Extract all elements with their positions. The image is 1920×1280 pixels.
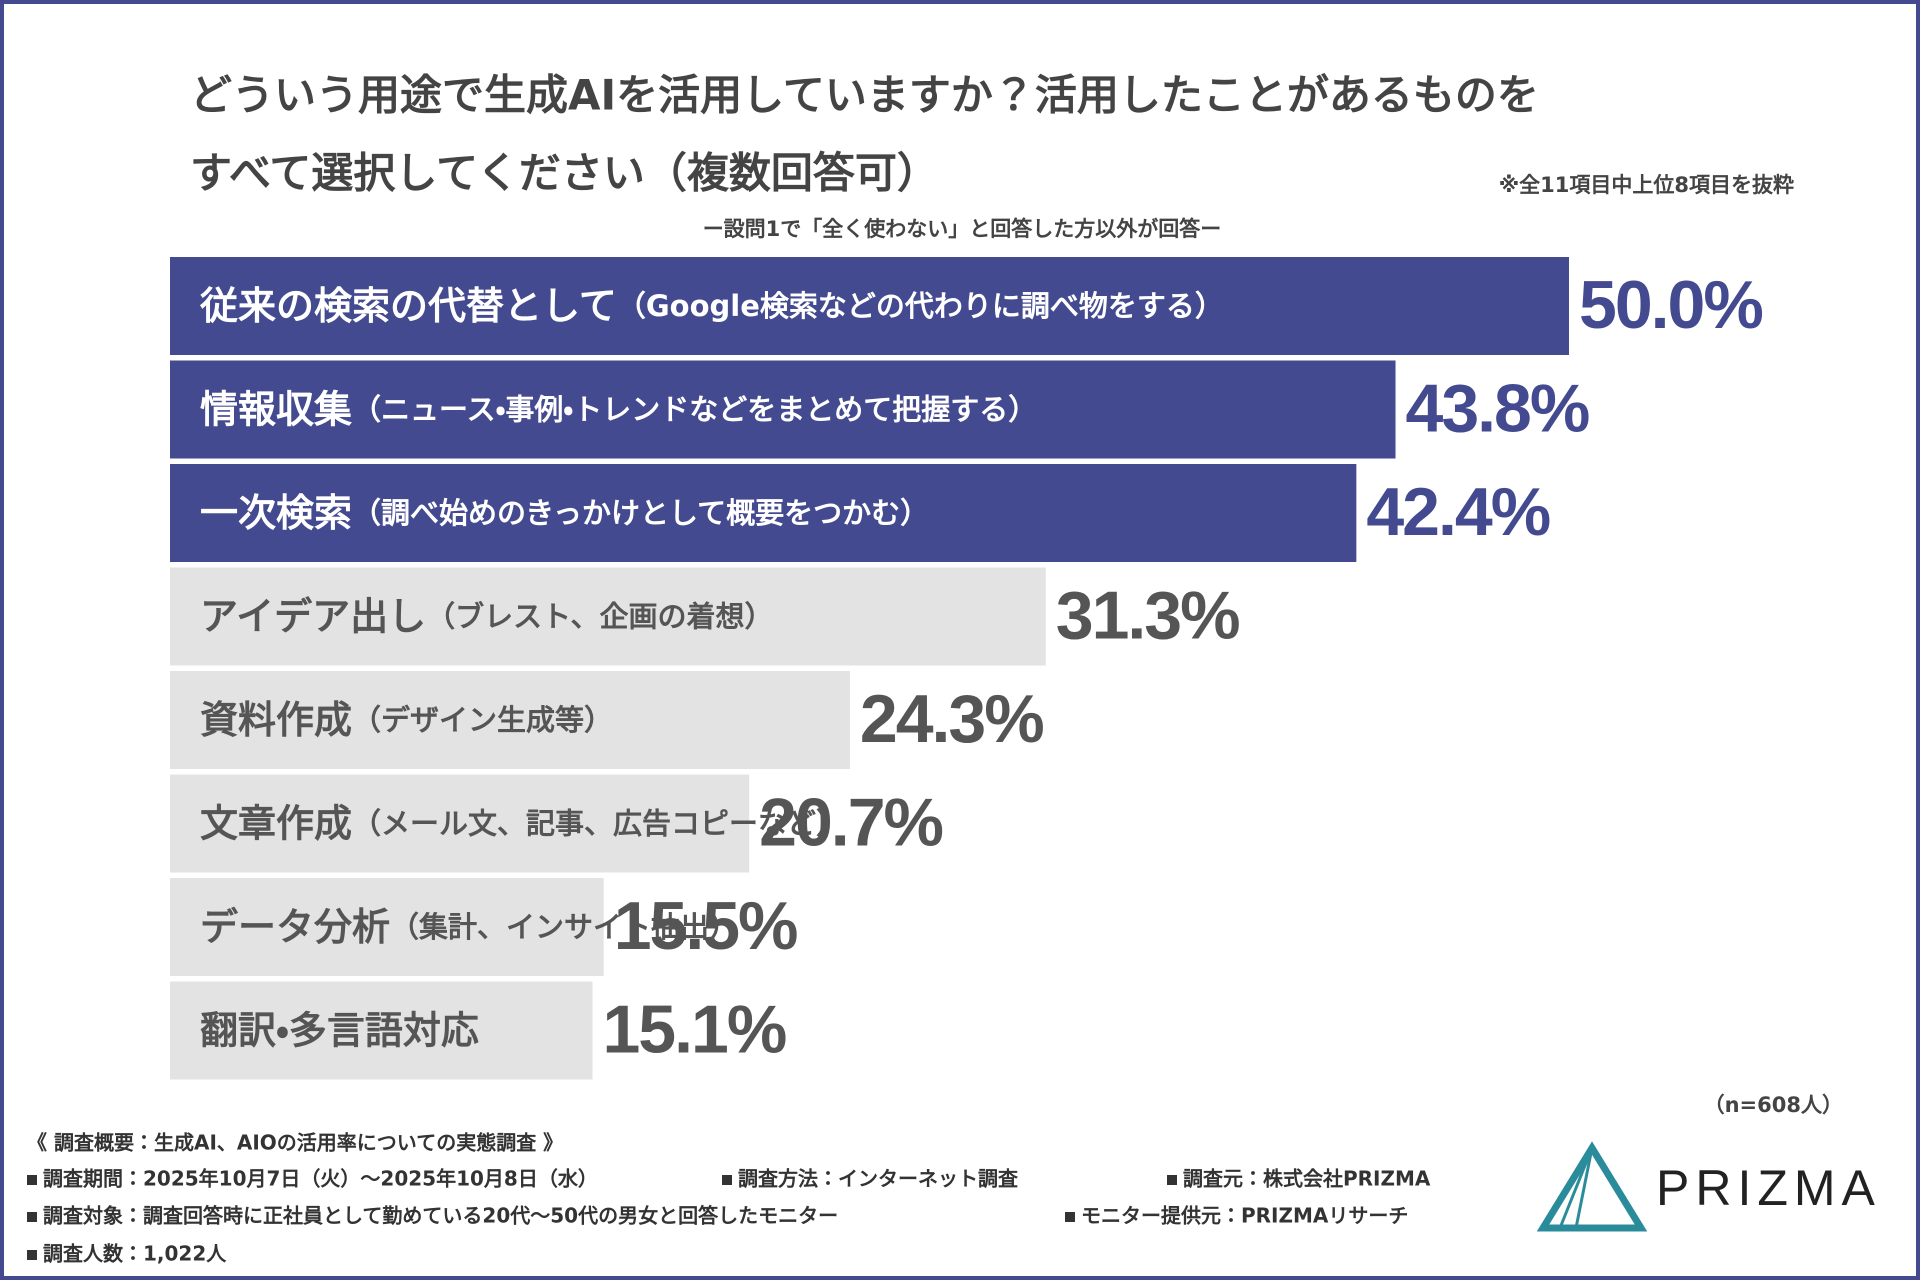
- bullet: [27, 1175, 37, 1185]
- bar: [170, 567, 1046, 666]
- value-label: 15.5%: [614, 888, 797, 964]
- survey-item: 調査対象：調査回答時に正社員として勤めている20代〜50代の男女と回答したモニタ…: [43, 1204, 838, 1228]
- value-label: 42.4%: [1366, 474, 1549, 550]
- category-label: 翻訳・多言語対応: [200, 1008, 479, 1052]
- bullet: [1065, 1212, 1075, 1222]
- logo: PRIZMA: [1536, 1141, 1881, 1232]
- category-detail: （ニュース・事例・トレンドなどをまとめて把握する）: [352, 393, 1037, 427]
- chart-title: どういう用途で生成AIを活用していますか？活用したことがあるものを: [190, 71, 1539, 120]
- category-main: データ分析: [200, 905, 390, 949]
- value-label: 43.8%: [1406, 370, 1589, 446]
- survey-item: 調査期間：2025年10月7日（火）〜2025年10月8日（水）: [43, 1167, 598, 1191]
- bar: [170, 774, 750, 873]
- category-detail: （Google検索などの代わりに調べ物をする）: [617, 289, 1224, 323]
- category-main: 従来の検索の代替として: [199, 284, 617, 328]
- bar: [170, 257, 1569, 355]
- category-detail: （調べ始めのきっかけとして概要をつかむ）: [352, 496, 929, 530]
- category-label: 資料作成（デザイン生成等）: [200, 698, 613, 742]
- survey-item: 調査人数：1,022人: [43, 1242, 227, 1266]
- subtitle: ー設問1で「全く使わない」と回答した方以外が回答ー: [703, 217, 1222, 241]
- value-label: 50.0%: [1579, 267, 1762, 343]
- value-label: 20.7%: [759, 784, 942, 860]
- survey-item: 調査方法：インターネット調査: [738, 1167, 1018, 1191]
- bar: [170, 360, 1396, 459]
- value-label: 15.1%: [602, 991, 785, 1067]
- category-detail: （集計、インサイト抽出）: [390, 910, 738, 944]
- logo-text: PRIZMA: [1656, 1160, 1881, 1216]
- bar: [170, 878, 604, 976]
- sample-size: （n=608人）: [1704, 1093, 1843, 1117]
- chart-title: すべて選択してください（複数回答可）: [190, 149, 939, 198]
- category-label: 一次検索（調べ始めのきっかけとして概要をつかむ）: [200, 491, 929, 535]
- logo-icon: [1574, 1147, 1594, 1229]
- bullet: [1167, 1175, 1177, 1185]
- bar: [170, 981, 593, 1080]
- bullet: [27, 1212, 37, 1222]
- survey-heading: 《 調査概要：生成AI、AIOの活用率についての実態調査 》: [27, 1131, 563, 1155]
- value-label: 31.3%: [1056, 577, 1239, 653]
- category-label: データ分析（集計、インサイト抽出）: [200, 905, 738, 949]
- bullet: [27, 1250, 37, 1260]
- category-label: アイデア出し（ブレスト、企画の着想）: [200, 594, 774, 638]
- category-detail: （メール文、記事、広告コピーなど）: [352, 807, 845, 841]
- category-label: 文章作成（メール文、記事、広告コピーなど）: [200, 801, 845, 845]
- survey-item: モニター提供元：PRIZMAリサーチ: [1081, 1204, 1408, 1228]
- bullet: [722, 1175, 732, 1185]
- survey-item: 調査元：株式会社PRIZMA: [1183, 1167, 1431, 1191]
- logo-icon: [1558, 1147, 1594, 1229]
- category-main: アイデア出し: [200, 594, 426, 638]
- value-label: 24.3%: [860, 681, 1043, 757]
- note: ※全11項目中上位8項目を抜粋: [1499, 173, 1794, 197]
- category-label: 従来の検索の代替として（Google検索などの代わりに調べ物をする）: [199, 284, 1224, 328]
- category-main: 情報収集: [200, 387, 352, 431]
- category-label: 情報収集（ニュース・事例・トレンドなどをまとめて把握する）: [200, 387, 1037, 431]
- category-detail: （デザイン生成等）: [352, 703, 613, 737]
- bar: [170, 464, 1357, 562]
- category-detail: （ブレスト、企画の着想）: [426, 600, 773, 634]
- category-main: 文章作成: [200, 801, 352, 845]
- category-main: 資料作成: [200, 698, 352, 742]
- category-main: 一次検索: [200, 491, 352, 535]
- category-main: 翻訳・多言語対応: [200, 1008, 479, 1052]
- bar: [170, 671, 850, 769]
- logo-icon: [1536, 1141, 1648, 1232]
